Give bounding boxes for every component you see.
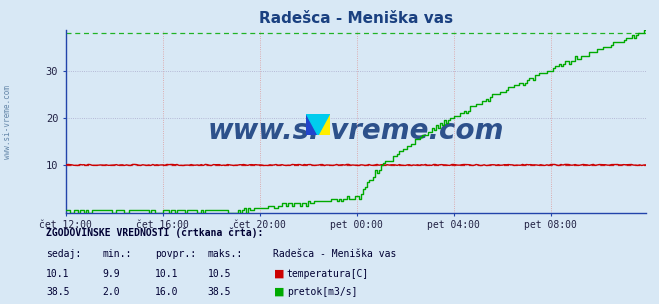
Bar [318, 114, 330, 135]
Text: 9.9: 9.9 [102, 269, 120, 279]
Text: temperatura[C]: temperatura[C] [287, 269, 369, 279]
Text: ■: ■ [273, 287, 284, 297]
Text: maks.:: maks.: [208, 249, 243, 259]
Text: 10.1: 10.1 [155, 269, 179, 279]
Text: 10.1: 10.1 [46, 269, 70, 279]
Text: ■: ■ [273, 269, 284, 279]
Text: 10.5: 10.5 [208, 269, 231, 279]
Text: pretok[m3/s]: pretok[m3/s] [287, 287, 357, 297]
Polygon shape [306, 114, 330, 135]
Text: sedaj:: sedaj: [46, 249, 81, 259]
Text: min.:: min.: [102, 249, 132, 259]
Text: 38.5: 38.5 [208, 287, 231, 297]
Text: ZGODOVINSKE VREDNOSTI (črtkana črta):: ZGODOVINSKE VREDNOSTI (črtkana črta): [46, 227, 264, 238]
Text: 2.0: 2.0 [102, 287, 120, 297]
Text: www.si-vreme.com: www.si-vreme.com [208, 117, 504, 145]
Text: www.si-vreme.com: www.si-vreme.com [3, 85, 13, 159]
Text: 16.0: 16.0 [155, 287, 179, 297]
Text: povpr.:: povpr.: [155, 249, 196, 259]
Text: Radešca - Meniška vas: Radešca - Meniška vas [273, 249, 397, 259]
Bar [306, 114, 318, 135]
Title: Radešca - Meniška vas: Radešca - Meniška vas [259, 12, 453, 26]
Text: 38.5: 38.5 [46, 287, 70, 297]
